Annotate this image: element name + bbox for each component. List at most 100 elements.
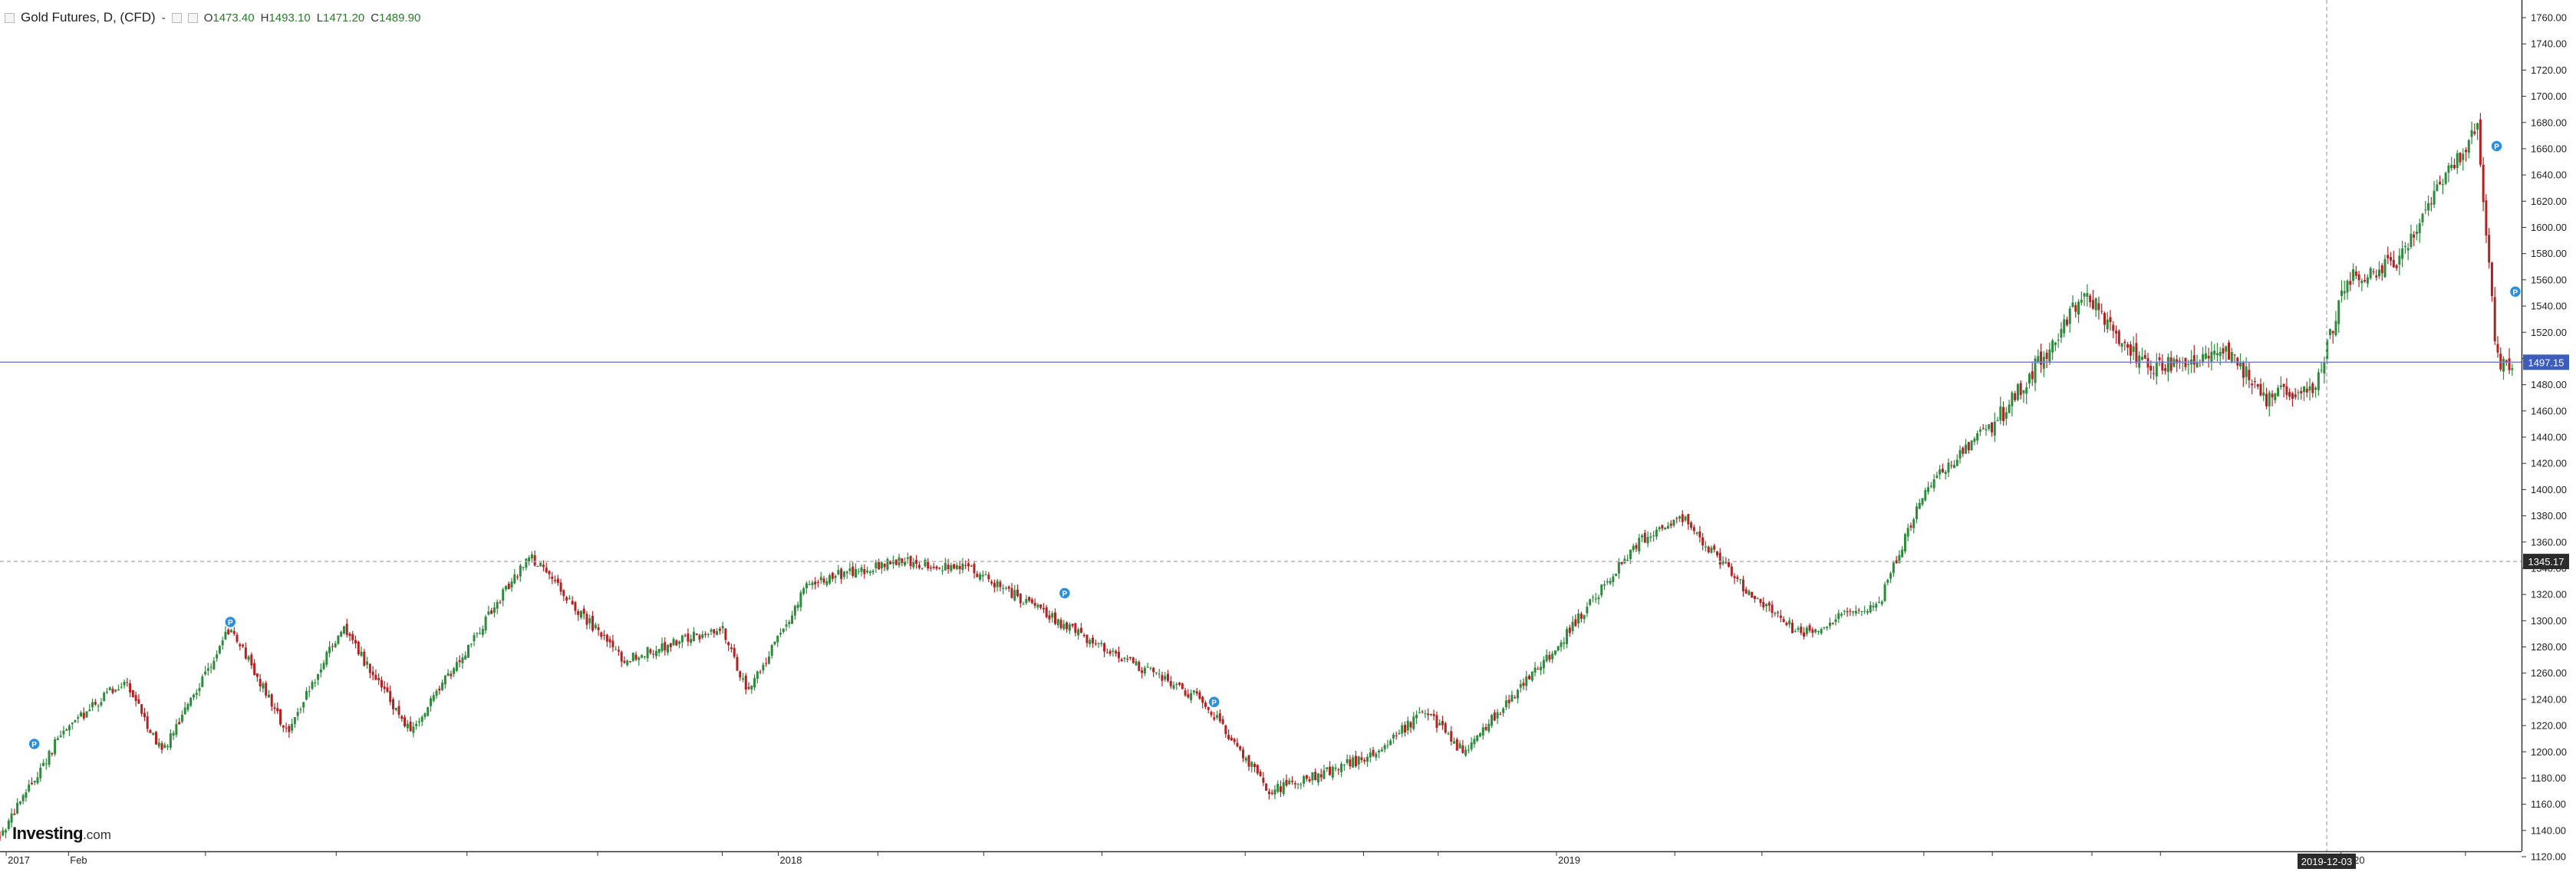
instrument-title[interactable]: Gold Futures, D, (CFD)	[21, 10, 156, 25]
candle-body	[340, 631, 343, 637]
candle	[1978, 426, 1981, 436]
candle	[1643, 529, 1646, 544]
candle	[371, 666, 374, 681]
markers-layer[interactable]: P P P P P P	[28, 140, 2522, 751]
candle-body	[2398, 255, 2401, 265]
candle	[1941, 463, 1944, 473]
candle-body	[996, 581, 999, 587]
candle-body	[265, 683, 268, 696]
candle	[2452, 158, 2456, 170]
candle	[2369, 266, 2372, 281]
candle	[450, 670, 453, 680]
candle-body	[1788, 620, 1791, 625]
candle	[1166, 670, 1169, 683]
marker-glyph: P	[228, 619, 233, 627]
candle-body	[1042, 607, 1045, 610]
candle	[368, 663, 371, 679]
event-marker-icon[interactable]: P	[2508, 285, 2522, 298]
candle-body	[654, 650, 657, 656]
candle-body	[744, 675, 747, 690]
candle	[1771, 601, 1774, 618]
candle	[175, 719, 178, 738]
candle-body	[1487, 723, 1491, 732]
candle	[1386, 739, 1389, 749]
candle-body	[1221, 719, 1224, 724]
candle-body	[958, 565, 961, 570]
candle-body	[229, 630, 232, 633]
y-tick-label: 1420.00	[2531, 458, 2567, 469]
candle-body	[2222, 348, 2225, 354]
candle-body	[2279, 385, 2282, 387]
candle-body	[1516, 689, 1519, 699]
candle	[1424, 709, 1427, 719]
candle-body	[2369, 268, 2372, 278]
candle-body	[646, 647, 649, 659]
candle-body	[1724, 562, 1728, 564]
candle	[2178, 357, 2181, 369]
candle	[1323, 765, 1326, 780]
candle-body	[1661, 525, 1664, 529]
candle-body	[1669, 523, 1672, 526]
candle-body	[386, 687, 389, 693]
candle-body	[56, 738, 59, 740]
candle	[2352, 263, 2355, 285]
candle	[2418, 219, 2421, 243]
candle-body	[1698, 531, 1701, 538]
candle-body	[2499, 354, 2502, 370]
investing-logo[interactable]: Investing.com	[12, 824, 111, 844]
candle-body	[348, 633, 351, 637]
candle-body	[554, 580, 557, 581]
candle-body	[496, 601, 499, 609]
y-tick-label: 1180.00	[2531, 772, 2566, 784]
candle-body	[1051, 613, 1054, 618]
candle	[1276, 780, 1280, 794]
candle	[646, 646, 649, 662]
event-marker-icon[interactable]: P	[2490, 140, 2503, 153]
candle	[1927, 482, 1930, 495]
candle	[479, 627, 482, 635]
candle-body	[1866, 610, 1869, 613]
candle	[276, 702, 279, 715]
candle	[1603, 580, 1606, 591]
candle-body	[1600, 584, 1603, 596]
candle-body	[1817, 630, 1820, 632]
event-marker-icon[interactable]: P	[224, 615, 237, 629]
candle-body	[1568, 627, 1571, 633]
candle	[970, 564, 973, 567]
candle-body	[779, 633, 782, 635]
candle	[1901, 545, 1904, 558]
candle-body	[1990, 422, 1993, 433]
candle-body	[1253, 764, 1257, 768]
candle-body	[1947, 462, 1950, 472]
candle	[441, 680, 444, 692]
candle-body	[2037, 356, 2040, 363]
event-marker-icon[interactable]: P	[28, 737, 41, 751]
candle	[195, 689, 198, 699]
candle	[2259, 378, 2262, 397]
candle-body	[1574, 619, 1577, 627]
legend-close-icon[interactable]	[187, 12, 198, 23]
candle-body	[1981, 428, 1985, 429]
candle	[2100, 303, 2103, 314]
candle-body	[1311, 772, 1314, 781]
event-marker-icon[interactable]: P	[1058, 587, 1072, 600]
candle-body	[1967, 442, 1970, 451]
candle-body	[2112, 324, 2115, 331]
candle	[1464, 745, 1468, 758]
candle-body	[1715, 551, 1718, 556]
x-tick-label: Feb	[70, 854, 87, 866]
candle-body	[192, 694, 195, 698]
candle	[180, 710, 183, 724]
candle	[667, 644, 670, 656]
legend-settings-icon[interactable]	[171, 12, 182, 23]
candle-body	[1141, 670, 1144, 673]
candle	[1291, 776, 1294, 785]
collapse-legend-icon[interactable]	[5, 12, 15, 23]
candle	[1418, 707, 1421, 714]
candle	[654, 645, 657, 660]
candle	[288, 724, 291, 738]
event-marker-icon[interactable]: P	[1207, 696, 1220, 709]
y-tick-label: 1120.00	[2531, 851, 2566, 863]
